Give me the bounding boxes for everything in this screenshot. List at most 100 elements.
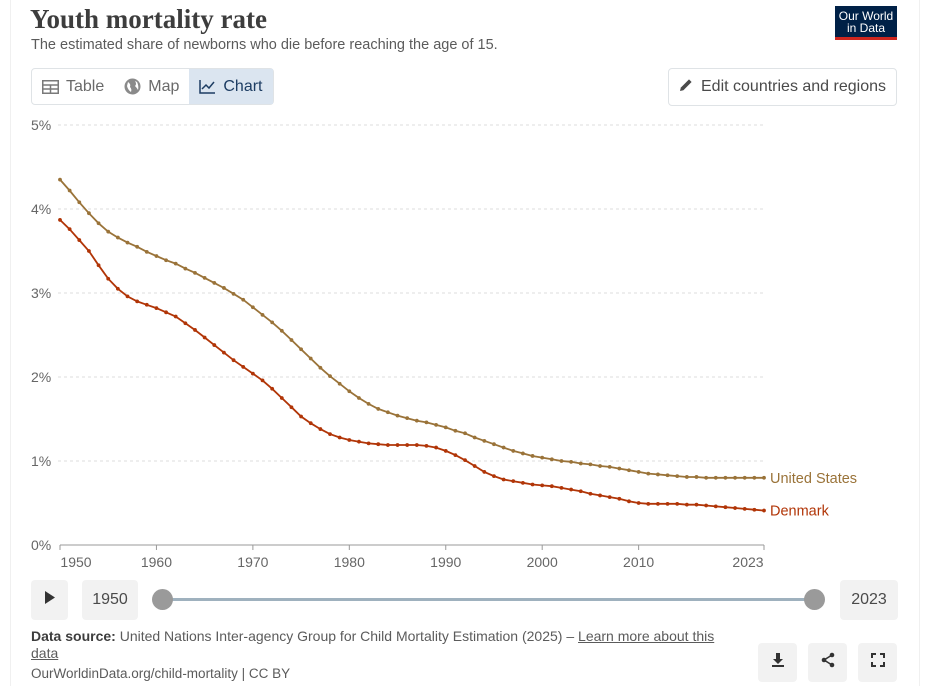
data-point [202, 275, 207, 280]
timeline-start-year[interactable]: 1950 [82, 580, 138, 620]
series-label: Denmark [770, 504, 830, 520]
data-point [222, 350, 226, 355]
data-point [656, 501, 660, 506]
data-point [530, 454, 535, 458]
data-point [405, 416, 410, 421]
data-point [231, 291, 236, 296]
data-point [424, 420, 429, 425]
data-point [96, 221, 101, 226]
data-point [77, 200, 82, 205]
data-point [144, 249, 149, 254]
data-point [684, 475, 689, 479]
series-line-united-states [59, 179, 764, 479]
data-point [762, 508, 766, 513]
timeline-end-year[interactable]: 2023 [840, 580, 898, 620]
tab-chart[interactable]: Chart [189, 69, 273, 104]
data-point [289, 338, 294, 342]
data-point [511, 449, 516, 453]
data-point [115, 286, 120, 291]
logo-line-2: in Data [846, 21, 886, 35]
data-point [675, 474, 680, 479]
data-point [385, 410, 390, 415]
x-tick-label: 2000 [527, 554, 558, 570]
line-chart-icon [199, 79, 216, 94]
data-point [742, 475, 747, 480]
timeline-track[interactable] [161, 598, 816, 601]
data-point [337, 381, 342, 386]
data-point [443, 449, 448, 453]
edit-countries-button[interactable]: Edit countries and regions [668, 68, 897, 106]
data-point [713, 475, 718, 480]
data-point [704, 503, 709, 508]
data-point [164, 310, 168, 315]
data-point [115, 235, 120, 240]
timeline-start-handle[interactable] [152, 589, 173, 610]
data-point [762, 475, 766, 480]
x-tick-label: 2023 [732, 554, 763, 570]
table-icon [42, 79, 59, 94]
tab-map[interactable]: Map [114, 69, 189, 104]
data-point [395, 413, 400, 418]
tab-table-label: Table [66, 77, 105, 95]
x-tick-label: 1950 [60, 554, 91, 570]
y-tick-label: 0% [31, 537, 51, 553]
data-point [96, 263, 101, 268]
edit-countries-label: Edit countries and regions [701, 78, 886, 95]
globe-icon [124, 78, 141, 95]
data-point [617, 466, 622, 471]
data-point [58, 218, 62, 222]
data-point [212, 281, 217, 285]
data-point [598, 464, 602, 468]
data-point [270, 320, 275, 325]
data-point [144, 302, 149, 307]
data-point [347, 389, 352, 394]
footer: Data source: United Nations Inter-agency… [31, 628, 741, 682]
fullscreen-button[interactable] [858, 643, 897, 682]
data-point [492, 474, 496, 479]
data-point [376, 442, 381, 447]
tab-map-label: Map [148, 77, 180, 95]
data-point [328, 374, 332, 379]
data-point [463, 431, 467, 436]
data-point [665, 473, 670, 478]
data-point [713, 504, 718, 509]
data-point [424, 443, 429, 448]
data-point [607, 464, 612, 469]
data-point [694, 475, 699, 479]
data-point [106, 229, 111, 234]
play-button[interactable] [31, 580, 68, 620]
data-point [337, 435, 342, 440]
data-point [733, 506, 737, 510]
data-point [164, 258, 168, 263]
data-point [723, 505, 728, 510]
data-point [617, 496, 622, 501]
data-point [260, 312, 265, 317]
data-point [270, 386, 275, 391]
data-point [627, 468, 631, 473]
learn-more-link[interactable]: Learn more about this data [31, 628, 715, 661]
data-point [521, 480, 525, 485]
data-point [453, 453, 458, 458]
timeline: 1950 2023 [31, 580, 898, 620]
data-point [752, 475, 757, 480]
tab-table[interactable]: Table [32, 69, 114, 104]
data-point [501, 477, 506, 482]
x-tick-label: 1960 [141, 554, 172, 570]
data-point [540, 455, 545, 460]
data-point [636, 470, 641, 474]
data-point [492, 442, 496, 447]
data-point [366, 441, 371, 446]
data-point [607, 495, 612, 500]
share-button[interactable] [808, 643, 847, 682]
data-point [125, 294, 130, 299]
timeline-end-handle[interactable] [804, 589, 825, 610]
data-point [511, 479, 516, 484]
data-point [376, 407, 381, 411]
download-button[interactable] [758, 643, 797, 682]
data-point [106, 276, 111, 281]
data-point [588, 462, 593, 467]
y-tick-label: 4% [31, 201, 51, 217]
data-point [704, 475, 709, 480]
owid-logo[interactable]: Our World in Data [835, 6, 897, 40]
data-point [328, 432, 332, 437]
